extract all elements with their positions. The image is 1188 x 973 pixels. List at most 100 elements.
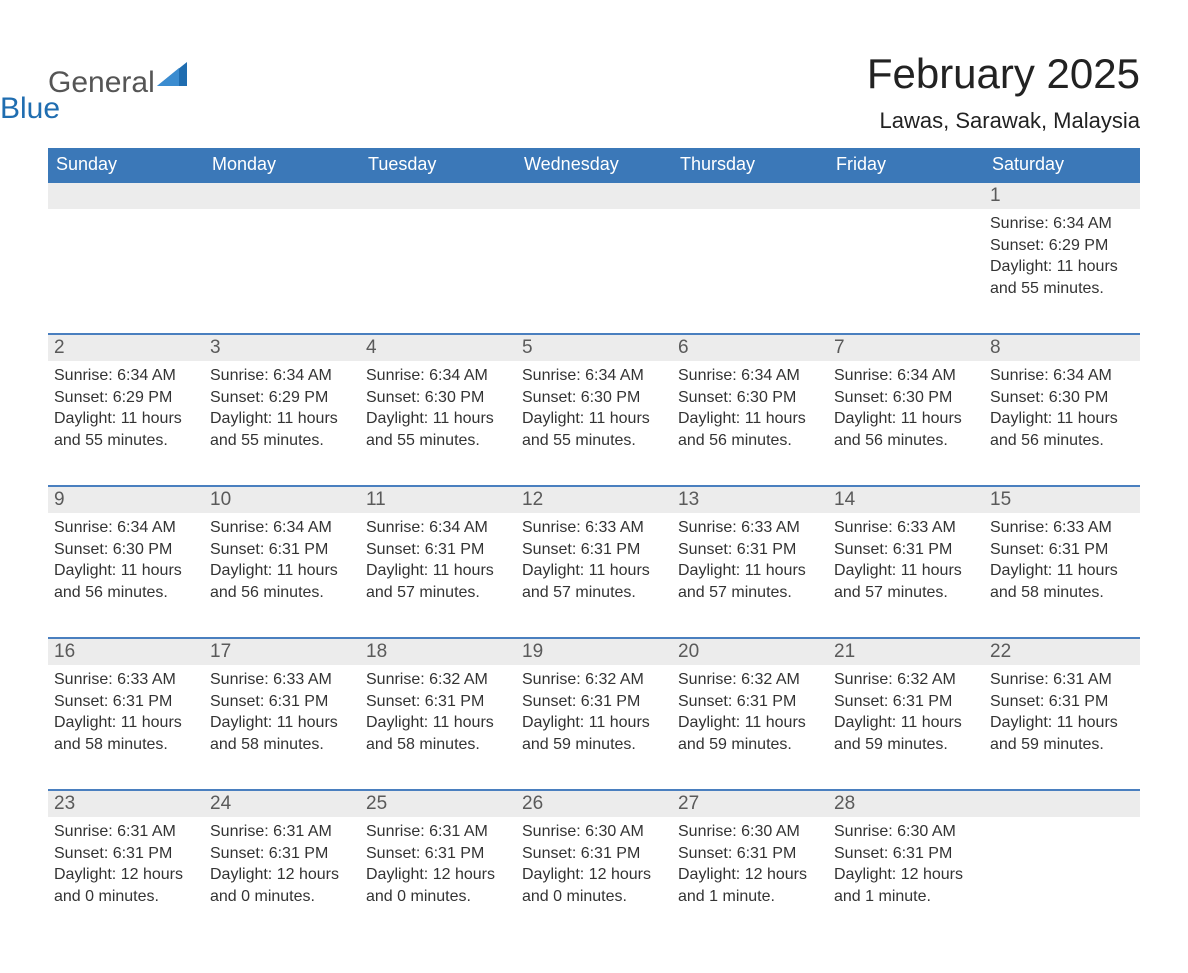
sunset-text: Sunset: 6:29 PM — [210, 387, 354, 409]
weeks-container: 1Sunrise: 6:34 AMSunset: 6:29 PMDaylight… — [48, 183, 1140, 913]
sunset-text: Sunset: 6:30 PM — [990, 387, 1134, 409]
sunset-text: Sunset: 6:30 PM — [366, 387, 510, 409]
day-number — [828, 183, 984, 209]
day-number — [516, 183, 672, 209]
week-row: 9101112131415Sunrise: 6:34 AMSunset: 6:3… — [48, 485, 1140, 609]
sunrise-text: Sunrise: 6:34 AM — [54, 517, 198, 539]
daylight-text: Daylight: 12 hours and 1 minute. — [834, 864, 978, 907]
sunset-text: Sunset: 6:31 PM — [678, 691, 822, 713]
day-number: 15 — [984, 487, 1140, 513]
daylight-text: Daylight: 11 hours and 59 minutes. — [678, 712, 822, 755]
sunset-text: Sunset: 6:31 PM — [678, 843, 822, 865]
day-number: 27 — [672, 791, 828, 817]
day-cell: Sunrise: 6:33 AMSunset: 6:31 PMDaylight:… — [984, 513, 1140, 609]
month-title: February 2025 — [867, 50, 1140, 98]
sunrise-text: Sunrise: 6:32 AM — [522, 669, 666, 691]
sunrise-text: Sunrise: 6:31 AM — [54, 821, 198, 843]
day-body-row: Sunrise: 6:31 AMSunset: 6:31 PMDaylight:… — [48, 817, 1140, 913]
daylight-text: Daylight: 11 hours and 59 minutes. — [990, 712, 1134, 755]
day-body-row: Sunrise: 6:34 AMSunset: 6:30 PMDaylight:… — [48, 513, 1140, 609]
sunrise-text: Sunrise: 6:31 AM — [990, 669, 1134, 691]
day-cell: Sunrise: 6:34 AMSunset: 6:29 PMDaylight:… — [984, 209, 1140, 305]
day-cell — [984, 817, 1140, 913]
day-number: 9 — [48, 487, 204, 513]
day-cell: Sunrise: 6:32 AMSunset: 6:31 PMDaylight:… — [360, 665, 516, 761]
day-cell: Sunrise: 6:34 AMSunset: 6:30 PMDaylight:… — [48, 513, 204, 609]
sunset-text: Sunset: 6:31 PM — [834, 691, 978, 713]
daylight-text: Daylight: 11 hours and 55 minutes. — [366, 408, 510, 451]
day-number: 8 — [984, 335, 1140, 361]
sunrise-text: Sunrise: 6:32 AM — [834, 669, 978, 691]
sunset-text: Sunset: 6:30 PM — [678, 387, 822, 409]
sunrise-text: Sunrise: 6:32 AM — [366, 669, 510, 691]
day-number: 17 — [204, 639, 360, 665]
sunrise-text: Sunrise: 6:30 AM — [522, 821, 666, 843]
sunset-text: Sunset: 6:31 PM — [834, 843, 978, 865]
day-cell: Sunrise: 6:34 AMSunset: 6:30 PMDaylight:… — [828, 361, 984, 457]
day-cell: Sunrise: 6:34 AMSunset: 6:30 PMDaylight:… — [672, 361, 828, 457]
sunset-text: Sunset: 6:31 PM — [678, 539, 822, 561]
day-cell: Sunrise: 6:30 AMSunset: 6:31 PMDaylight:… — [516, 817, 672, 913]
day-number: 5 — [516, 335, 672, 361]
day-cell — [360, 209, 516, 305]
day-number-row: 16171819202122 — [48, 639, 1140, 665]
day-number: 11 — [360, 487, 516, 513]
day-number — [360, 183, 516, 209]
daylight-text: Daylight: 11 hours and 56 minutes. — [54, 560, 198, 603]
day-body-row: Sunrise: 6:34 AMSunset: 6:29 PMDaylight:… — [48, 209, 1140, 305]
day-number: 10 — [204, 487, 360, 513]
calendar-grid: Sunday Monday Tuesday Wednesday Thursday… — [48, 148, 1140, 913]
daylight-text: Daylight: 11 hours and 55 minutes. — [54, 408, 198, 451]
day-number: 18 — [360, 639, 516, 665]
sunrise-text: Sunrise: 6:34 AM — [210, 517, 354, 539]
sunset-text: Sunset: 6:31 PM — [522, 691, 666, 713]
sunrise-text: Sunrise: 6:33 AM — [522, 517, 666, 539]
sunset-text: Sunset: 6:31 PM — [366, 691, 510, 713]
day-cell: Sunrise: 6:33 AMSunset: 6:31 PMDaylight:… — [672, 513, 828, 609]
day-number: 4 — [360, 335, 516, 361]
day-cell — [48, 209, 204, 305]
day-cell: Sunrise: 6:33 AMSunset: 6:31 PMDaylight:… — [204, 665, 360, 761]
daylight-text: Daylight: 11 hours and 58 minutes. — [990, 560, 1134, 603]
day-number — [48, 183, 204, 209]
sunset-text: Sunset: 6:31 PM — [210, 539, 354, 561]
sunset-text: Sunset: 6:29 PM — [54, 387, 198, 409]
daylight-text: Daylight: 12 hours and 0 minutes. — [522, 864, 666, 907]
day-number: 7 — [828, 335, 984, 361]
daylight-text: Daylight: 11 hours and 59 minutes. — [834, 712, 978, 755]
day-number: 2 — [48, 335, 204, 361]
daylight-text: Daylight: 11 hours and 56 minutes. — [678, 408, 822, 451]
day-number-row: 1 — [48, 183, 1140, 209]
day-header-sun: Sunday — [48, 148, 204, 183]
day-number — [204, 183, 360, 209]
sunrise-text: Sunrise: 6:30 AM — [834, 821, 978, 843]
logo-text-blue: Blue — [0, 94, 195, 124]
day-number: 24 — [204, 791, 360, 817]
daylight-text: Daylight: 11 hours and 56 minutes. — [834, 408, 978, 451]
daylight-text: Daylight: 11 hours and 57 minutes. — [366, 560, 510, 603]
day-number: 28 — [828, 791, 984, 817]
day-number: 13 — [672, 487, 828, 513]
day-body-row: Sunrise: 6:33 AMSunset: 6:31 PMDaylight:… — [48, 665, 1140, 761]
sunrise-text: Sunrise: 6:30 AM — [678, 821, 822, 843]
daylight-text: Daylight: 11 hours and 57 minutes. — [522, 560, 666, 603]
calendar-page: General Blue February 2025 Lawas, Sarawa… — [0, 0, 1188, 973]
day-body-row: Sunrise: 6:34 AMSunset: 6:29 PMDaylight:… — [48, 361, 1140, 457]
sunrise-text: Sunrise: 6:34 AM — [522, 365, 666, 387]
location-label: Lawas, Sarawak, Malaysia — [867, 108, 1140, 134]
day-cell: Sunrise: 6:34 AMSunset: 6:30 PMDaylight:… — [516, 361, 672, 457]
day-cell — [672, 209, 828, 305]
day-number: 16 — [48, 639, 204, 665]
day-cell: Sunrise: 6:34 AMSunset: 6:29 PMDaylight:… — [48, 361, 204, 457]
sunrise-text: Sunrise: 6:34 AM — [990, 213, 1134, 235]
daylight-text: Daylight: 11 hours and 55 minutes. — [990, 256, 1134, 299]
day-cell: Sunrise: 6:34 AMSunset: 6:30 PMDaylight:… — [984, 361, 1140, 457]
day-number: 20 — [672, 639, 828, 665]
daylight-text: Daylight: 11 hours and 55 minutes. — [522, 408, 666, 451]
day-header-mon: Monday — [204, 148, 360, 183]
day-cell — [204, 209, 360, 305]
daylight-text: Daylight: 11 hours and 58 minutes. — [366, 712, 510, 755]
day-cell: Sunrise: 6:30 AMSunset: 6:31 PMDaylight:… — [828, 817, 984, 913]
day-number — [984, 791, 1140, 817]
week-row: 16171819202122Sunrise: 6:33 AMSunset: 6:… — [48, 637, 1140, 761]
